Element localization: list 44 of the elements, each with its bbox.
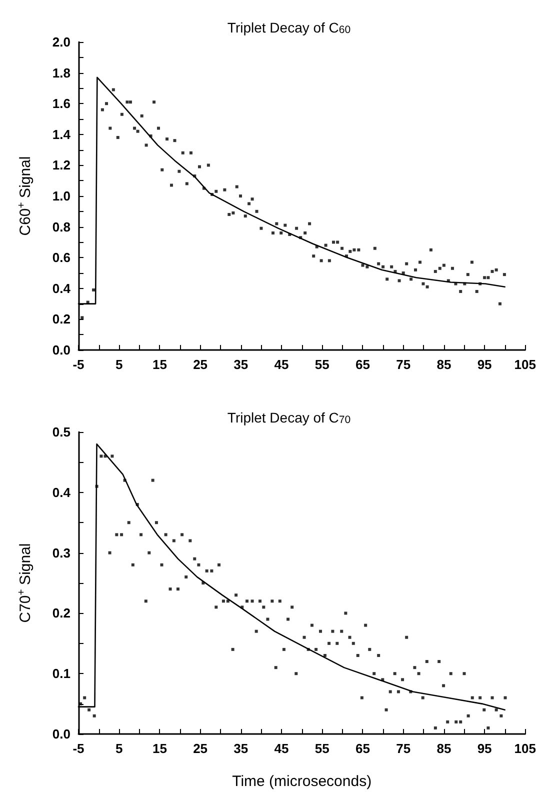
x-tick-label: 25 [193, 357, 208, 372]
y-tick-label: 0.5 [52, 424, 70, 440]
y-axis-title: C60+ Signal [16, 156, 34, 236]
x-tick-label: -5 [72, 357, 84, 372]
x-tick-label: 105 [514, 357, 536, 372]
x-tick-label: 95 [477, 357, 492, 372]
x-tick-label: 5 [115, 741, 123, 756]
x-tick-label: 95 [477, 741, 492, 756]
y-tick-label: 2.0 [52, 34, 70, 50]
x-tick-label: 35 [234, 741, 248, 756]
x-tick-label: 85 [436, 357, 452, 372]
x-tick-label: 45 [274, 741, 289, 756]
y-tick-label: 0.3 [52, 545, 70, 560]
y-tick-label: 0.6 [52, 250, 70, 266]
y-tick-label: 0.0 [52, 342, 70, 358]
y-tick-label: 0.2 [52, 312, 70, 327]
x-tick-label: 45 [274, 357, 289, 372]
y-axis-title: C70+ Signal [16, 543, 34, 623]
y-tick-label: 0.8 [52, 219, 70, 234]
y-tick-label: 1.2 [52, 158, 70, 173]
x-tick-label: 105 [514, 741, 536, 756]
x-tick-label: 55 [314, 741, 330, 756]
y-tick-label: 0.2 [52, 606, 70, 621]
x-tick-label: 65 [356, 741, 370, 756]
y-tick-label: 0.4 [52, 280, 72, 296]
x-axis-title: Time (microseconds) [232, 773, 372, 790]
y-tick-label: 1.6 [52, 96, 70, 112]
y-tick-label: 0.0 [52, 726, 70, 742]
y-tick-label: 1.0 [52, 188, 70, 204]
x-tick-label: 25 [193, 741, 208, 756]
y-tick-label: 1.8 [52, 65, 70, 80]
y-tick-label: 0.1 [52, 666, 70, 682]
x-tick-label: 75 [396, 741, 411, 756]
x-tick-label: 55 [314, 357, 330, 372]
y-tick-label: 0.4 [52, 484, 72, 500]
x-tick-label: 75 [396, 357, 411, 372]
x-tick-label: 35 [234, 357, 248, 372]
x-tick-label: -5 [72, 741, 84, 756]
x-tick-label: 5 [115, 357, 123, 372]
y-tick-label: 1.4 [52, 126, 72, 142]
x-tick-label: 85 [436, 741, 452, 756]
x-tick-label: 15 [152, 741, 167, 756]
x-tick-label: 15 [152, 357, 167, 372]
x-tick-label: 65 [356, 357, 370, 372]
